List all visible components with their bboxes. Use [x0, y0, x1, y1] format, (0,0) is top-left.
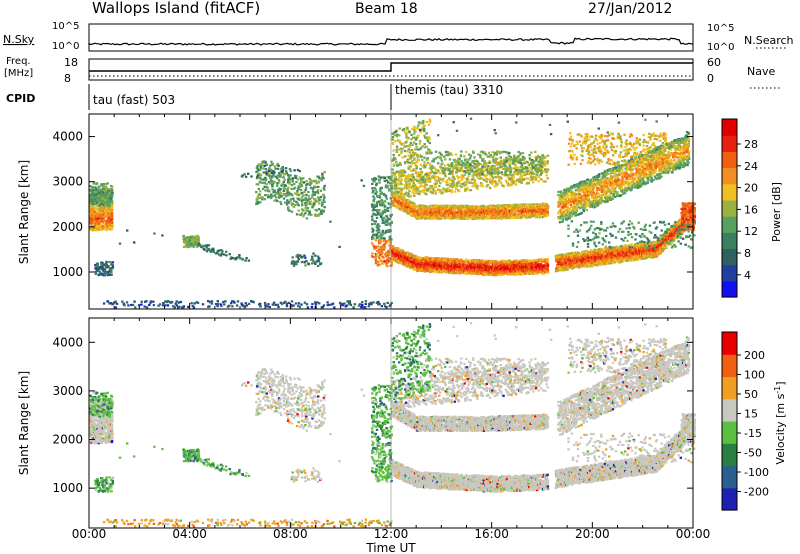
nsky-tick-top: 10^5: [52, 21, 79, 32]
colorbar-segment: [722, 135, 737, 152]
colorbar-tick-label: 100: [744, 369, 765, 382]
velocity-colorbar: 200 100 50 15 -15 -50 -100 -200 Velocity [m s-1…: [722, 332, 787, 511]
colorbar-segment: [722, 248, 737, 265]
freq-tick-bottom: 8: [64, 72, 71, 85]
colorbar-tick-label: 20: [744, 182, 758, 195]
colorbar-segment: [722, 399, 737, 422]
colorbar-segment: [722, 354, 737, 377]
freq-unit-label: [MHz]: [4, 68, 33, 79]
nave-tick-bottom: 0: [707, 72, 714, 85]
power-colorbar-label: Power [dB]: [770, 182, 783, 242]
colorbar-segment: [722, 377, 737, 400]
colorbar-tick-label: 50: [744, 388, 758, 401]
x-tick-label: 04:00: [172, 527, 207, 541]
freq-trace: [89, 63, 693, 71]
velocity-colorbar-label: Velocity [m s-1]: [773, 381, 787, 464]
colorbar-tick-label: 24: [744, 160, 758, 173]
colorbar-tick-label: 200: [744, 349, 765, 362]
x-tick-label: 16:00: [474, 527, 509, 541]
cpid-mode-2: themis (tau) 3310: [395, 83, 503, 97]
colorbar-tick-label: 8: [744, 247, 751, 260]
power-panel: 1000 2000 3000 4000 Slant Range [km]: [17, 114, 696, 309]
y-tick-label: 4000: [52, 335, 83, 349]
x-tick-label: 08:00: [273, 527, 308, 541]
colorbar-tick-label: -100: [744, 466, 769, 479]
beam-title: Beam 18: [355, 1, 418, 17]
colorbar-segment: [722, 184, 737, 201]
nsearch-tick-top: 10^5: [707, 23, 734, 34]
cpid-label: CPID: [6, 92, 35, 105]
nave-tick-top: 60: [707, 56, 721, 69]
colorbar-tick-label: 12: [744, 225, 758, 238]
colorbar-segment: [722, 443, 737, 466]
y-tick-label: 4000: [52, 130, 83, 144]
velocity-ylabel: Slant Range [km]: [17, 371, 31, 475]
colorbar-segment: [722, 200, 737, 217]
colorbar-tick-label: 16: [744, 203, 758, 216]
site-title: Wallops Island (fitACF): [92, 0, 260, 17]
x-tick-label: 00:00: [676, 527, 711, 541]
power-scatter-cells: [89, 118, 696, 309]
power-ylabel: Slant Range [km]: [17, 160, 31, 264]
colorbar-tick-label: -200: [744, 486, 769, 499]
y-tick-label: 1000: [52, 265, 83, 279]
nsearch-label: N.Search: [744, 34, 794, 47]
y-tick-label: 2000: [52, 220, 83, 234]
nsearch-tick-bottom: 10^0: [707, 42, 734, 53]
nave-label: Nave: [747, 65, 775, 78]
colorbar-tick-label: 28: [744, 138, 758, 151]
y-tick-label: 3000: [52, 384, 83, 398]
colorbar-segment: [722, 119, 737, 136]
cpid-mode-1: tau (fast) 503: [93, 93, 175, 107]
x-axis-label: Time UT: [365, 541, 416, 554]
colorbar-tick-label: 15: [744, 408, 758, 421]
x-tick-label: 20:00: [575, 527, 610, 541]
y-tick-label: 2000: [52, 433, 83, 447]
colorbar-segment: [722, 332, 737, 355]
x-axis-ticks: 00:00 04:00 08:00 12:00 16:00 20:00 00:00: [72, 527, 711, 541]
velocity-scatter-cells: [89, 322, 696, 527]
colorbar-tick-label: -15: [744, 427, 762, 440]
colorbar-segment: [722, 421, 737, 444]
freq-panel: Freq. [MHz] 18 8 60 0 Nave: [4, 56, 780, 88]
colorbar-segment: [722, 466, 737, 489]
colorbar-tick-label: -50: [744, 447, 762, 460]
freq-label: Freq.: [6, 56, 31, 67]
colorbar-segment: [722, 488, 737, 511]
colorbar-segment: [722, 216, 737, 233]
nsky-label: N.Sky: [3, 33, 35, 46]
date-title: 27/Jan/2012: [588, 1, 672, 17]
y-tick-label: 1000: [52, 481, 83, 495]
nsky-tick-bottom: 10^0: [52, 41, 79, 52]
freq-tick-top: 18: [64, 56, 78, 69]
velocity-panel: 1000 2000 3000 4000 Slant Range [km]: [17, 318, 696, 528]
colorbar-segment: [722, 232, 737, 249]
colorbar-segment: [722, 168, 737, 185]
x-tick-label: 12:00: [374, 527, 409, 541]
power-colorbar: 28 24 20 16 12 8 4 Power [dB]: [722, 119, 783, 298]
nsky-panel: N.Sky 10^5 10^0 10^5 10^0 N.Search: [3, 21, 794, 53]
x-tick-label: 00:00: [72, 527, 107, 541]
colorbar-tick-label: 4: [744, 269, 751, 282]
cpid-panel: CPID tau (fast) 503 themis (tau) 3310: [6, 83, 503, 110]
colorbar-segment: [722, 151, 737, 168]
nsky-trace: [89, 38, 693, 45]
y-tick-label: 3000: [52, 175, 83, 189]
colorbar-segment: [722, 281, 737, 298]
colorbar-segment: [722, 265, 737, 282]
